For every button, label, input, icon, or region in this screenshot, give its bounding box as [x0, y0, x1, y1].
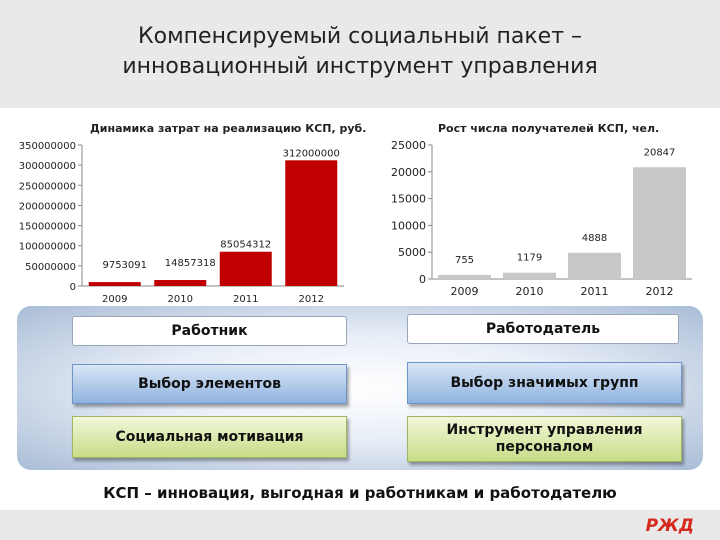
y-tick-label: 20000	[391, 166, 426, 179]
worker-motivation-box: Социальная мотивация	[72, 416, 347, 458]
category-label: 2012	[646, 285, 674, 298]
bar-2010	[154, 280, 207, 286]
category-label: 2011	[581, 285, 609, 298]
data-label-2012: 312000000	[283, 148, 340, 159]
y-tick-label: 25000	[391, 139, 426, 152]
y-tick-label: 250000000	[19, 181, 76, 192]
ksp-diagram: Работник Работодатель Выбор элементов Вы…	[17, 306, 703, 470]
worker-box: Работник	[72, 316, 347, 346]
y-tick-label: 100000000	[19, 242, 76, 253]
cost-bar-chart: 0 50000000 100000000 150000000 200000000 2500…	[19, 141, 344, 305]
footer-band: РЖД	[0, 510, 720, 540]
y-tick-label: 350000000	[19, 141, 76, 152]
bar-2012	[285, 160, 338, 286]
data-label-2012: 20847	[644, 147, 676, 158]
bar-2011	[219, 251, 272, 286]
y-tick-label: 10000	[391, 219, 426, 232]
bar-2009	[438, 274, 491, 279]
y-tick-label: 50000000	[25, 262, 76, 273]
category-label: 2010	[516, 285, 544, 298]
y-tick-label: 0	[70, 282, 76, 293]
category-label: 2012	[299, 294, 324, 305]
category-label: 2010	[168, 294, 193, 305]
bar-2011	[568, 252, 621, 279]
data-label-2009: 755	[455, 255, 474, 266]
data-label-2010: 1179	[517, 253, 542, 264]
slide-title: Компенсируемый социальный пакет – иннова…	[40, 22, 680, 82]
bar-2009	[88, 282, 141, 286]
data-label-2011: 85054312	[220, 240, 271, 251]
y-tick-label: 300000000	[19, 161, 76, 172]
slide-title-line-1: Компенсируемый социальный пакет –	[137, 24, 583, 49]
y-tick-label: 15000	[391, 193, 426, 206]
slide-title-line-2: инновационный инструмент управления	[122, 54, 598, 79]
y-tick-label: 150000000	[19, 222, 76, 233]
y-tick-label: 200000000	[19, 201, 76, 212]
title-band: Компенсируемый социальный пакет – иннова…	[0, 0, 720, 108]
y-tick-label: 5000	[398, 246, 426, 259]
worker-choice-box: Выбор элементов	[72, 364, 347, 404]
recipients-bar-chart: 0 5000 10000 15000 20000 25000 755 2009 1179 2010…	[391, 139, 692, 298]
employer-choice-box: Выбор значимых групп	[407, 362, 682, 404]
bar-2010	[503, 272, 556, 279]
bottom-statement: КСП – инновация, выгодная и работникам и…	[103, 484, 617, 502]
data-label-2010: 14857318	[165, 258, 216, 269]
employer-tool-box: Инструмент управления персоналом	[407, 416, 682, 462]
category-label: 2009	[451, 285, 479, 298]
data-label-2009: 9753091	[102, 260, 147, 271]
y-tick-label: 0	[419, 273, 426, 286]
employer-box: Работодатель	[407, 314, 679, 344]
rzd-logo: РЖД	[645, 516, 694, 536]
cost-chart-title: Динамика затрат на реализацию КСП, руб.	[90, 122, 367, 135]
data-label-2011: 4888	[582, 233, 607, 244]
recipients-chart-title: Рост числа получателей КСП, чел.	[438, 122, 660, 135]
category-label: 2011	[233, 294, 258, 305]
category-label: 2009	[102, 294, 127, 305]
bar-2012	[633, 167, 686, 279]
